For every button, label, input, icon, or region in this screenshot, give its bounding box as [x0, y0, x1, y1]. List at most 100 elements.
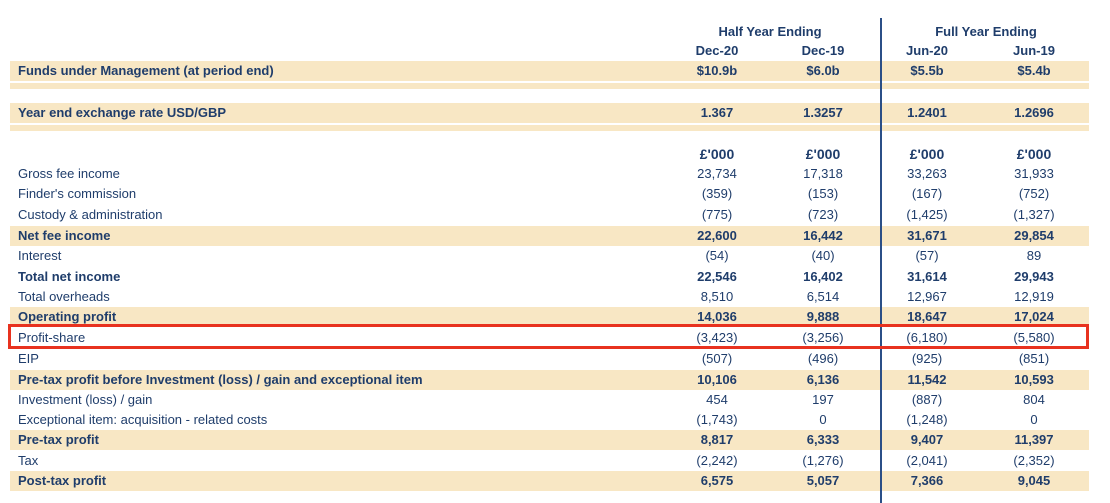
table-row: EIP (507) (496) (925) (851) — [10, 349, 1089, 369]
row-value: 12,967 — [907, 289, 947, 304]
row-value: (1,327) — [1013, 207, 1055, 222]
row-value: 9,407 — [910, 432, 944, 447]
row-value: 11,542 — [907, 372, 947, 387]
row-label: Pre-tax profit — [18, 432, 99, 447]
row-value: 31,933 — [1014, 166, 1054, 181]
row-value: 31,671 — [907, 228, 947, 243]
row-value: (5,580) — [1013, 330, 1055, 345]
row-value: 31,614 — [907, 269, 947, 284]
divider-band — [10, 125, 1089, 131]
row-value: 12,919 — [1014, 289, 1054, 304]
row-value: 197 — [812, 392, 834, 407]
divider-band — [10, 83, 1089, 89]
row-value: (6,180) — [906, 330, 948, 345]
row-value: 5,057 — [806, 473, 840, 488]
row-label: Exceptional item: acquisition - related … — [18, 412, 268, 427]
row-value: 22,600 — [697, 228, 737, 243]
period-jun-19: Jun-19 — [1013, 43, 1055, 58]
table-row: Profit-share (3,423) (3,256) (6,180) (5,… — [10, 328, 1089, 348]
row-value: (3,256) — [802, 330, 844, 345]
row-value: 9,045 — [1017, 473, 1051, 488]
row-label: Year end exchange rate USD/GBP — [18, 105, 227, 120]
table-row: Gross fee income 23,734 17,318 33,263 31… — [10, 164, 1089, 184]
row-value: (2,352) — [1013, 453, 1055, 468]
row-value: 454 — [706, 392, 728, 407]
table-row: Tax (2,242) (1,276) (2,041) (2,352) — [10, 451, 1089, 471]
row-value: 6,136 — [806, 372, 840, 387]
row-value: (1,276) — [802, 453, 844, 468]
unit-label: £'000 — [909, 146, 945, 162]
row-value: 18,647 — [907, 309, 947, 324]
row-value: $10.9b — [696, 63, 738, 78]
row-value: (359) — [701, 186, 733, 201]
table-row: Finder's commission (359) (153) (167) (7… — [10, 184, 1089, 204]
row-value: 7,366 — [910, 473, 944, 488]
row-value: (1,425) — [906, 207, 948, 222]
row-value: 14,036 — [697, 309, 737, 324]
row-value: (1,248) — [906, 412, 948, 427]
row-value: 16,442 — [803, 228, 843, 243]
row-value: 9,888 — [806, 309, 840, 324]
unit-label: £'000 — [1016, 146, 1052, 162]
row-value: 6,575 — [700, 473, 734, 488]
half-year-header: Half Year Ending — [718, 24, 822, 39]
row-value: 29,854 — [1014, 228, 1054, 243]
row-value: 1.367 — [700, 105, 734, 120]
row-label: Custody & administration — [18, 207, 163, 222]
profit-share-highlight-box — [8, 324, 1089, 349]
row-value: 10,593 — [1014, 372, 1054, 387]
row-label: Total overheads — [18, 289, 110, 304]
row-value: 1.2696 — [1014, 105, 1054, 120]
row-value: (775) — [701, 207, 733, 222]
row-label: Investment (loss) / gain — [18, 392, 153, 407]
table-row: Year end exchange rate USD/GBP 1.367 1.3… — [10, 103, 1089, 123]
row-value: (40) — [811, 248, 835, 263]
row-value: (752) — [1018, 186, 1050, 201]
row-value: (925) — [911, 351, 943, 366]
row-label: Total net income — [18, 269, 121, 284]
row-value: (57) — [915, 248, 939, 263]
row-label: Gross fee income — [18, 166, 120, 181]
unit-label: £'000 — [699, 146, 735, 162]
row-value: (851) — [1018, 351, 1050, 366]
row-value: $5.5b — [910, 63, 944, 78]
row-value: 10,106 — [697, 372, 737, 387]
row-value: 17,318 — [803, 166, 843, 181]
row-label: EIP — [18, 351, 39, 366]
table-row: Net fee income 22,600 16,442 31,671 29,8… — [10, 226, 1089, 246]
period-dec-20: Dec-20 — [695, 43, 739, 58]
table-row: Operating profit 14,036 9,888 18,647 17,… — [10, 307, 1089, 327]
table-row: Post-tax profit 6,575 5,057 7,366 9,045 — [10, 471, 1089, 491]
row-value: 22,546 — [697, 269, 737, 284]
row-label: Tax — [18, 453, 39, 468]
row-value: 6,514 — [806, 289, 840, 304]
row-value: 1.2401 — [907, 105, 947, 120]
full-year-header: Full Year Ending — [935, 24, 1037, 39]
row-value: 804 — [1023, 392, 1045, 407]
row-value: 33,263 — [907, 166, 947, 181]
table-row: Pre-tax profit before Investment (loss) … — [10, 370, 1089, 390]
row-value: (887) — [911, 392, 943, 407]
row-value: 89 — [1026, 248, 1042, 263]
row-value: (1,743) — [696, 412, 738, 427]
row-label: Funds under Management (at period end) — [18, 63, 274, 78]
row-value: 16,402 — [803, 269, 843, 284]
row-value: 29,943 — [1014, 269, 1054, 284]
period-dec-19: Dec-19 — [801, 43, 845, 58]
unit-label: £'000 — [805, 146, 841, 162]
row-value: (2,242) — [696, 453, 738, 468]
row-value: (496) — [807, 351, 839, 366]
row-value: 8,510 — [700, 289, 734, 304]
row-value: (3,423) — [696, 330, 738, 345]
row-label: Profit-share — [18, 330, 86, 345]
row-label: Net fee income — [18, 228, 111, 243]
row-label: Operating profit — [18, 309, 117, 324]
row-value: 23,734 — [697, 166, 737, 181]
table-row: Investment (loss) / gain 454 197 (887) 8… — [10, 390, 1089, 410]
table-row: Custody & administration (775) (723) (1,… — [10, 205, 1089, 225]
row-label: Post-tax profit — [18, 473, 107, 488]
table-row: Interest (54) (40) (57) 89 — [10, 246, 1089, 266]
row-value: 1.3257 — [803, 105, 843, 120]
row-value: $5.4b — [1017, 63, 1051, 78]
